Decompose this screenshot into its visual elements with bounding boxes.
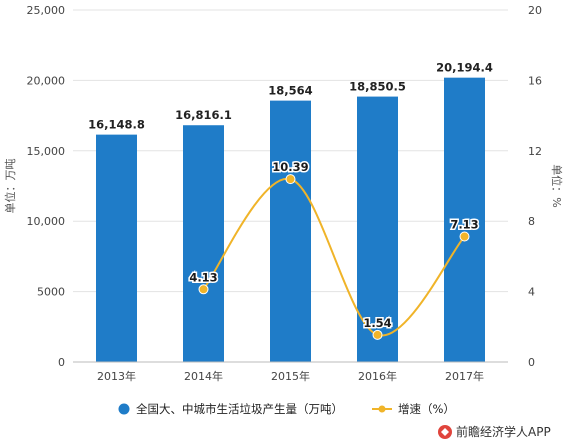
line-value-label: 4.13 bbox=[189, 270, 217, 284]
line-series bbox=[198, 174, 470, 340]
right-y-tick-label: 8 bbox=[528, 215, 535, 228]
left-y-tick-label: 5000 bbox=[37, 286, 65, 299]
bar-value-label: 16,148.8 bbox=[88, 118, 145, 132]
bar-series bbox=[96, 77, 485, 363]
bar-value-label: 16,816.1 bbox=[175, 108, 232, 122]
x-tick-label: 2015年 bbox=[271, 369, 310, 383]
bar bbox=[444, 77, 485, 363]
bar-value-label: 18,850.5 bbox=[349, 80, 406, 94]
x-axis: 2013年 2014年 2015年 2016年 2017年 bbox=[73, 361, 508, 383]
line-point bbox=[459, 231, 470, 242]
line-point bbox=[198, 284, 209, 295]
growth-line bbox=[202, 178, 466, 337]
left-y-axis-title: 单位：万吨 bbox=[3, 159, 17, 214]
right-y-tick-label: 0 bbox=[528, 356, 535, 369]
legend-line-label: 增速（%） bbox=[398, 402, 455, 416]
line-value-label-halo: 4.13 bbox=[189, 270, 217, 284]
line-value-label: 1.54 bbox=[363, 316, 391, 330]
line-value-label: 10.39 bbox=[272, 160, 308, 174]
right-y-tick-label: 12 bbox=[528, 145, 542, 158]
right-y-axis: 0 4 8 12 16 20 bbox=[528, 4, 542, 369]
bar-data-labels: 16,148.8 16,816.1 18,564 18,850.5 20,194.4 bbox=[88, 61, 493, 132]
left-y-tick-label: 15,000 bbox=[27, 145, 66, 158]
bar bbox=[357, 96, 398, 362]
legend: 全国大、中城市生活垃圾产生量（万吨） 增速（%） bbox=[118, 402, 455, 416]
legend-line-dot-icon bbox=[378, 405, 386, 413]
right-y-tick-label: 4 bbox=[528, 286, 535, 299]
x-tick-label: 2017年 bbox=[445, 369, 484, 383]
line-value-label-halo: 10.39 bbox=[272, 160, 308, 174]
watermark: 前瞻经济学人APP bbox=[438, 424, 551, 439]
bar bbox=[96, 134, 137, 362]
x-tick-label: 2016年 bbox=[358, 369, 397, 383]
legend-bar-label: 全国大、中城市生活垃圾产生量（万吨） bbox=[136, 402, 343, 416]
right-y-axis-title: 单位：% bbox=[550, 164, 564, 207]
line-value-label: 7.13 bbox=[450, 218, 478, 232]
legend-bar-marker-icon bbox=[118, 403, 130, 415]
right-y-tick-label: 16 bbox=[528, 74, 542, 87]
watermark-text: 前瞻经济学人APP bbox=[456, 424, 551, 439]
line-value-label-halo: 7.13 bbox=[450, 218, 478, 232]
right-y-tick-label: 20 bbox=[528, 4, 542, 17]
bar-value-label: 18,564 bbox=[268, 84, 312, 98]
left-y-tick-label: 25,000 bbox=[27, 4, 66, 17]
left-y-tick-label: 0 bbox=[58, 356, 65, 369]
x-tick-label: 2014年 bbox=[184, 369, 223, 383]
qianzhan-logo-mark-icon bbox=[441, 428, 449, 436]
line-value-label-halo: 1.54 bbox=[363, 316, 391, 330]
left-y-tick-label: 20,000 bbox=[27, 74, 66, 87]
bar bbox=[270, 100, 311, 362]
bar-value-label: 20,194.4 bbox=[436, 61, 493, 75]
line-point bbox=[372, 329, 383, 340]
left-y-axis: 0 5000 10,000 15,000 20,000 25,000 bbox=[27, 4, 66, 369]
left-y-tick-label: 10,000 bbox=[27, 215, 66, 228]
bar bbox=[183, 125, 224, 362]
x-tick-label: 2013年 bbox=[97, 369, 136, 383]
line-point bbox=[285, 174, 296, 185]
